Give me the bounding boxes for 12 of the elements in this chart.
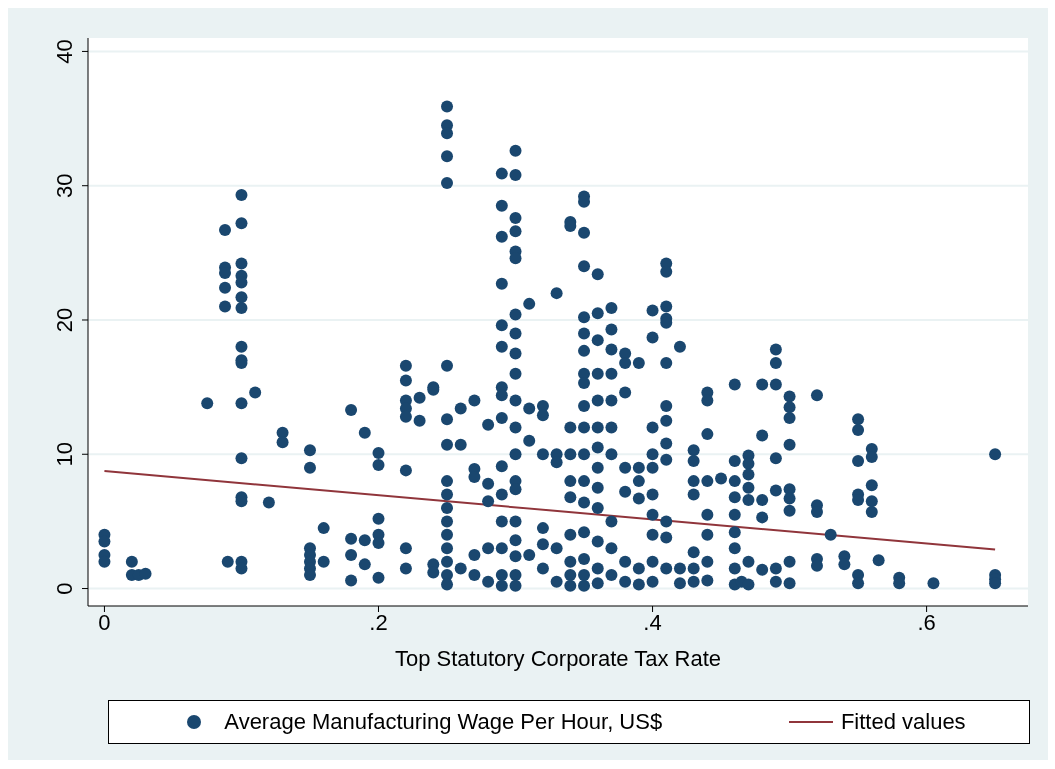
y-tick-label: 10 xyxy=(52,442,77,467)
y-tick-label: 30 xyxy=(52,173,77,198)
y-tick-label: 0 xyxy=(52,582,77,595)
legend-label: Average Manufacturing Wage Per Hour, US$ xyxy=(223,709,663,735)
legend-label: Fitted values xyxy=(839,709,966,735)
y-tick-label: 20 xyxy=(52,307,77,333)
x-tick-label: 0 xyxy=(98,609,111,635)
x-tick-label: .6 xyxy=(917,609,936,635)
y-tick-label: 40 xyxy=(52,39,77,64)
x-tick-label: .4 xyxy=(643,609,662,635)
x-tick-label: .2 xyxy=(369,609,388,635)
x-axis-title: Top Statutory Corporate Tax Rate xyxy=(394,646,722,671)
